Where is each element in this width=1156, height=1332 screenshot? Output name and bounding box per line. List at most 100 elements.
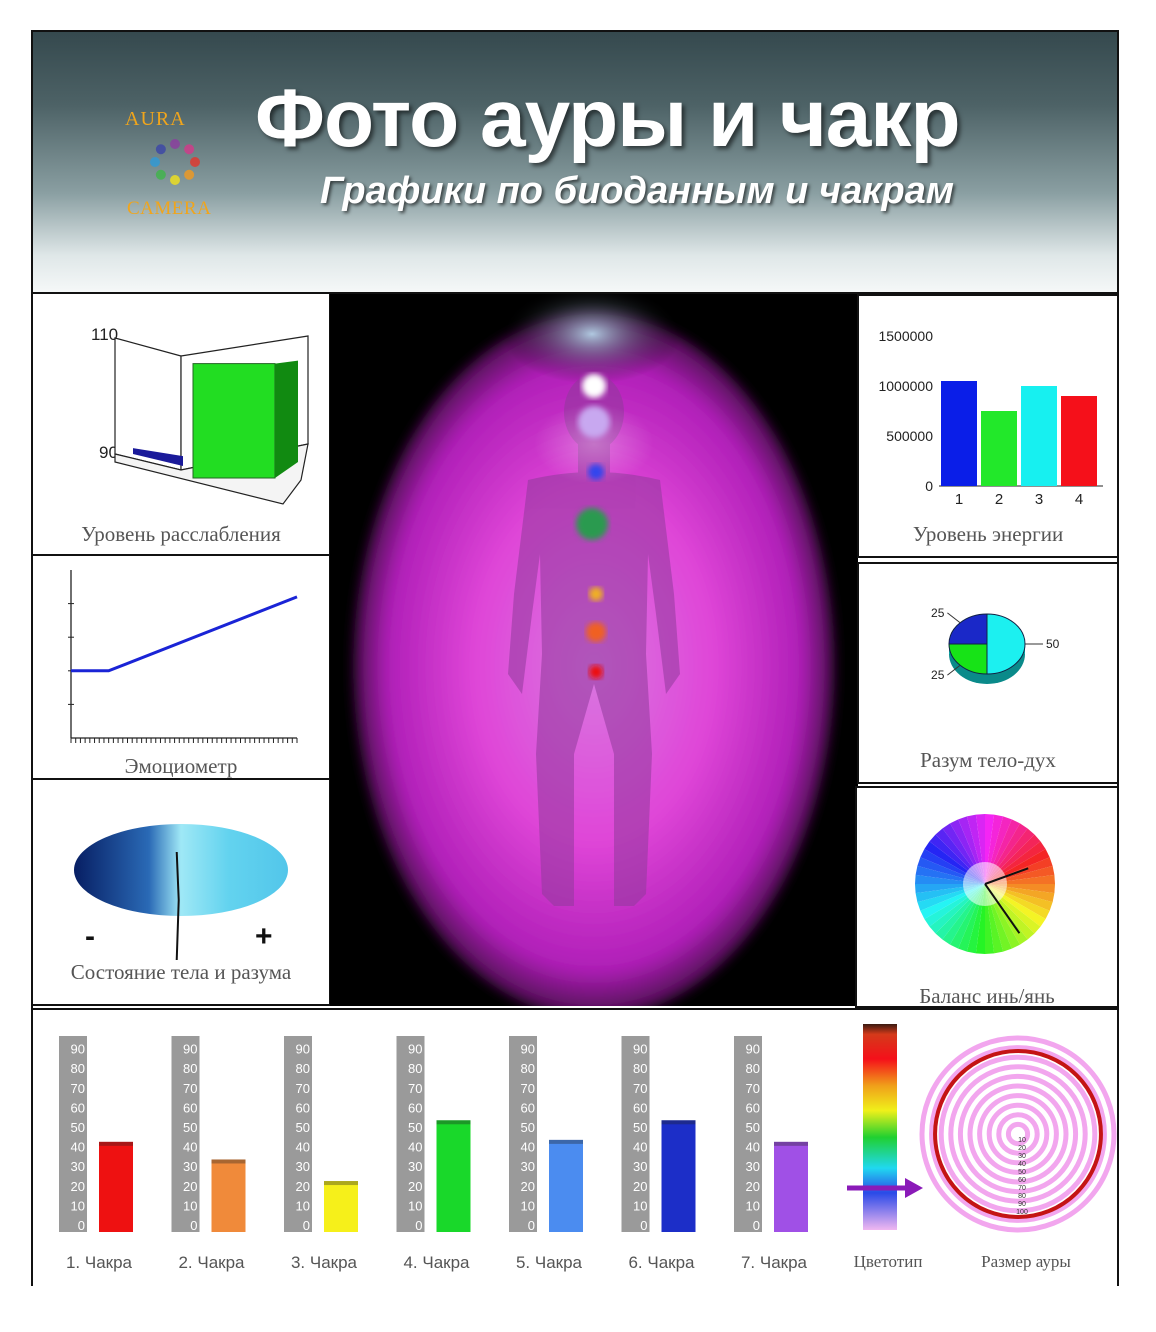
chakra-ytick: 70	[746, 1081, 760, 1096]
chakra-ytick: 30	[408, 1159, 422, 1174]
energy-ytick: 1500000	[878, 328, 933, 344]
chakra-ytick: 70	[296, 1081, 310, 1096]
chakra-ytick: 60	[408, 1100, 422, 1115]
aura-ring-label: 70	[1018, 1185, 1026, 1192]
chakra-ytick: 40	[521, 1140, 535, 1155]
chakra-ytick: 0	[640, 1218, 647, 1233]
aura-ring	[977, 1093, 1059, 1175]
crown-chakra-dot	[582, 374, 606, 398]
chakra-ytick: 90	[71, 1042, 85, 1057]
pie-leader	[947, 612, 961, 624]
chakra-scale	[171, 1036, 200, 1232]
chakra-ytick: 100	[288, 1022, 310, 1037]
chakra-label: 4. Чакра	[403, 1253, 470, 1272]
chakra-ytick: 0	[190, 1218, 197, 1233]
chakra-ytick: 90	[296, 1042, 310, 1057]
chakra-ytick: 80	[746, 1061, 760, 1076]
logo-dot	[170, 139, 180, 149]
pie-slice	[948, 643, 988, 675]
chakra-ytick: 50	[746, 1120, 760, 1135]
pie-label: 50	[1046, 637, 1060, 651]
logo-dot	[184, 169, 195, 180]
chakra-ytick: 80	[71, 1061, 85, 1076]
aura-size-caption: Размер ауры	[981, 1252, 1071, 1271]
chakra-ytick: 20	[633, 1179, 647, 1194]
logo-dot	[150, 157, 160, 167]
aura-size-ring	[933, 1049, 1103, 1219]
chakra-ytick: 30	[71, 1159, 85, 1174]
chakra-bar-top	[549, 1139, 583, 1144]
chakra-ytick: 70	[183, 1081, 197, 1096]
chakra-bar	[549, 1139, 583, 1232]
relaxation-panel: 110 90 Уровень расслабления	[31, 292, 331, 556]
energy-xtick: 3	[1035, 491, 1043, 508]
chakra-ytick: 0	[78, 1218, 85, 1233]
chakra-ytick: 30	[746, 1159, 760, 1174]
chakra-ytick: 40	[633, 1140, 647, 1155]
chakra-ytick: 30	[183, 1159, 197, 1174]
chakra-bar-top	[436, 1120, 471, 1125]
aura-ring-label: 50	[1018, 1169, 1026, 1176]
chakra-label: 2. Чакра	[178, 1253, 245, 1272]
emotiometer-line	[71, 595, 298, 673]
chakra-ytick: 50	[183, 1120, 197, 1135]
logo-text-top: AURA	[125, 108, 186, 130]
aura-ring	[1005, 1121, 1031, 1147]
energy-bar	[1061, 396, 1097, 486]
chakra-label: 1. Чакра	[66, 1253, 133, 1272]
head-glow	[534, 404, 654, 484]
chakra-ytick: 20	[521, 1179, 535, 1194]
chakra-ytick: 40	[71, 1140, 85, 1155]
body-mind-chart: - +	[74, 824, 288, 960]
chakra-ytick: 20	[746, 1179, 760, 1194]
header-banner: AURA CAMERA	[33, 32, 1117, 294]
chakra-ytick: 100	[63, 1022, 85, 1037]
aura-illustration	[354, 294, 834, 1006]
chakra-label: 6. Чакра	[628, 1253, 695, 1272]
chakra-ytick: 10	[71, 1198, 85, 1213]
chakra-scale	[59, 1036, 87, 1232]
chakra-ytick: 70	[71, 1081, 85, 1096]
chakra-bar	[774, 1141, 808, 1232]
chakra-ytick: 80	[183, 1061, 197, 1076]
energy-ytick: 500000	[886, 428, 933, 444]
plus-sign: +	[255, 920, 273, 953]
energy-bar	[941, 381, 977, 486]
mind-body-spirit-caption: Разум тело-дух	[920, 748, 1056, 772]
wheel-pointer	[984, 867, 1029, 885]
chakra-ytick: 0	[753, 1218, 760, 1233]
crown-glow	[502, 294, 682, 384]
page-subtitle: Графики по биоданным и чакрам	[320, 170, 954, 212]
chakra-ytick: 90	[521, 1042, 535, 1057]
chakra-ytick: 50	[408, 1120, 422, 1135]
relaxation-chart: 110 90	[91, 325, 309, 505]
chakra-label: 5. Чакра	[516, 1253, 583, 1272]
chakra-ytick: 100	[401, 1022, 423, 1037]
energy-panel: 0 500000 1000000 1500000 1 2 3 4 Уровень энерги…	[857, 294, 1119, 558]
chakra-ytick: 80	[633, 1061, 647, 1076]
colortype-arrowhead	[905, 1178, 923, 1198]
aura-ring	[938, 1054, 1098, 1214]
logo-dot	[170, 175, 180, 185]
logo-dot	[190, 157, 200, 167]
energy-xtick: 4	[1075, 491, 1083, 508]
chakra-ytick: 20	[183, 1179, 197, 1194]
aura-ring-label: 100	[1016, 1209, 1028, 1216]
chakra-bar-top	[324, 1181, 358, 1186]
chakra-ytick: 30	[633, 1159, 647, 1174]
yin-yang-panel: Баланс инь/янь	[855, 786, 1119, 1008]
chakra-ytick: 50	[71, 1120, 85, 1135]
energy-xtick: 2	[995, 491, 1003, 508]
chakra-ytick: 60	[746, 1100, 760, 1115]
chakra-bar-top	[774, 1141, 808, 1146]
mind-body-spirit-chart: 50 25 25	[931, 606, 1060, 684]
chakra-ytick: 10	[746, 1198, 760, 1213]
body-mind-marker	[175, 851, 180, 960]
chakra-ytick: 30	[521, 1159, 535, 1174]
chakra-ytick: 70	[408, 1081, 422, 1096]
chakra-ytick: 50	[521, 1120, 535, 1135]
chakra-ytick: 60	[183, 1100, 197, 1115]
aura-ring-label: 10	[1018, 1137, 1026, 1144]
chakra-bar	[436, 1120, 471, 1232]
relaxation-bar	[133, 448, 183, 466]
